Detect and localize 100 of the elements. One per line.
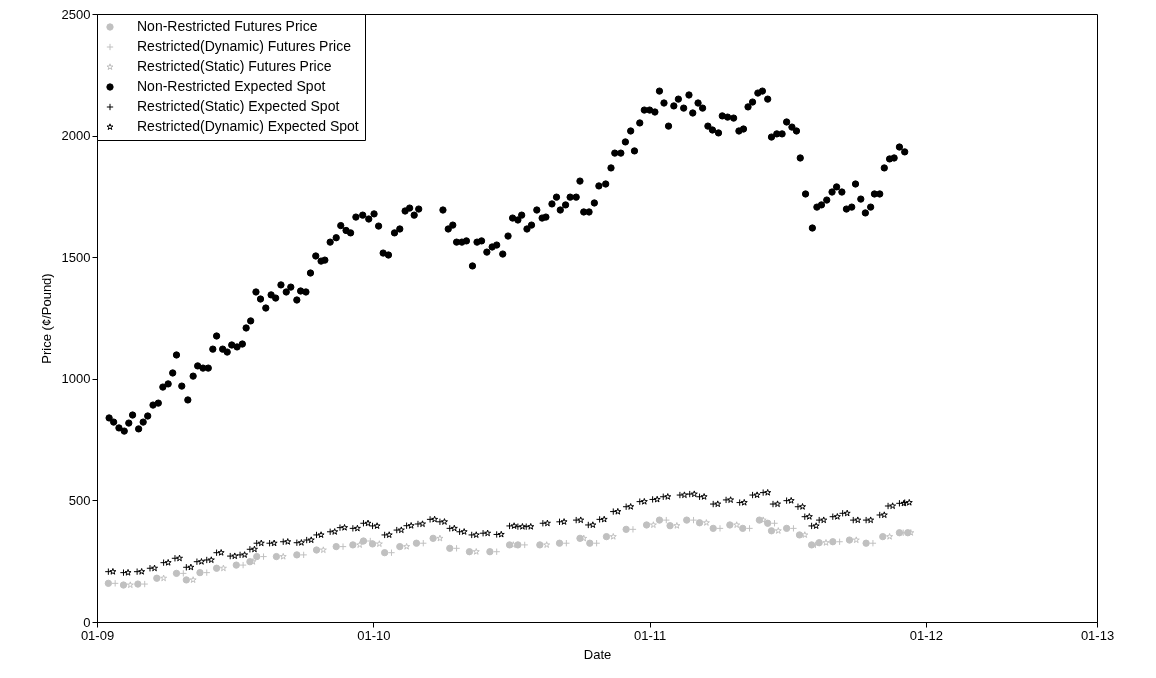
point <box>446 544 454 552</box>
point <box>375 540 383 547</box>
point <box>465 548 474 556</box>
point <box>695 519 704 527</box>
point <box>666 522 674 530</box>
point <box>782 524 791 533</box>
point <box>486 548 494 556</box>
legend-label: Non-Restricted Expected Spot <box>137 78 326 94</box>
x-axis-title: Date <box>583 646 612 662</box>
point <box>886 532 894 540</box>
point <box>472 548 480 555</box>
point <box>862 539 870 547</box>
point <box>726 521 734 529</box>
y-tick-label: 2000 <box>61 128 91 144</box>
point <box>272 552 281 561</box>
y-axis-title: Price (¢/Pound) <box>38 273 54 364</box>
point <box>829 538 837 546</box>
point <box>332 542 340 551</box>
point <box>521 541 529 549</box>
point <box>602 532 611 541</box>
point <box>126 581 134 589</box>
point <box>436 534 444 542</box>
point <box>356 541 364 548</box>
point <box>153 574 161 582</box>
point <box>822 539 830 546</box>
point <box>134 580 142 588</box>
point <box>339 542 347 551</box>
point <box>662 516 670 524</box>
point <box>160 574 168 582</box>
point <box>745 524 754 533</box>
point <box>683 516 691 524</box>
point <box>702 519 710 526</box>
y-tick-label: 500 <box>68 492 91 508</box>
point <box>770 519 779 527</box>
legend-label: Restricted(Dynamic) Futures Price <box>137 38 352 54</box>
point <box>609 532 617 540</box>
point <box>835 538 844 546</box>
point <box>232 561 240 569</box>
point <box>543 541 551 548</box>
point <box>300 551 308 559</box>
point <box>774 527 782 534</box>
point <box>536 541 544 549</box>
point <box>403 542 411 550</box>
point <box>203 568 211 577</box>
point <box>349 541 357 549</box>
y-tick-label: 2500 <box>61 6 91 22</box>
point <box>869 539 877 547</box>
legend-label: Restricted(Static) Expected Spot <box>137 98 340 114</box>
point <box>212 564 221 572</box>
point <box>141 580 149 588</box>
x-tick-label: 01-10 <box>357 627 391 643</box>
point <box>562 539 570 547</box>
point <box>179 569 187 578</box>
legend-label: Non-Restricted Futures Price <box>137 18 318 34</box>
point <box>673 522 681 529</box>
point <box>655 516 664 524</box>
point <box>104 579 113 587</box>
point <box>586 539 594 547</box>
point <box>239 561 247 569</box>
point <box>555 539 564 547</box>
point <box>182 576 190 584</box>
point <box>895 529 904 537</box>
x-tick-label: 01-09 <box>80 627 115 643</box>
point <box>279 552 287 560</box>
point <box>739 524 747 533</box>
point <box>767 527 776 535</box>
point <box>716 524 724 533</box>
x-tick-label: 01-13 <box>1080 627 1115 643</box>
point <box>845 536 854 544</box>
point <box>801 531 809 538</box>
legend-label: Restricted(Static) Futures Price <box>137 58 332 74</box>
point <box>879 532 887 541</box>
point <box>622 525 630 533</box>
point <box>253 552 261 561</box>
point <box>852 536 860 544</box>
point <box>429 534 437 542</box>
point <box>689 516 698 524</box>
point <box>709 524 717 533</box>
point <box>172 569 181 578</box>
legend-label: Restricted(Dynamic) Expected Spot <box>137 118 359 134</box>
point <box>359 537 368 545</box>
point <box>319 546 327 554</box>
point <box>293 551 301 559</box>
y-tick-label: 1000 <box>61 371 91 387</box>
point <box>381 549 389 557</box>
point <box>629 525 637 533</box>
point <box>119 581 128 589</box>
point <box>764 519 772 527</box>
point <box>592 539 601 547</box>
point <box>789 524 798 533</box>
point <box>733 521 741 529</box>
point <box>642 521 651 529</box>
point <box>452 544 461 552</box>
point <box>649 521 657 529</box>
point <box>189 576 197 583</box>
x-tick-label: 01-12 <box>909 627 944 643</box>
x-tick-label: 01-11 <box>633 627 667 643</box>
y-tick-label: 0 <box>83 614 91 630</box>
point <box>387 549 396 557</box>
y-tick-label: 1500 <box>61 249 91 265</box>
